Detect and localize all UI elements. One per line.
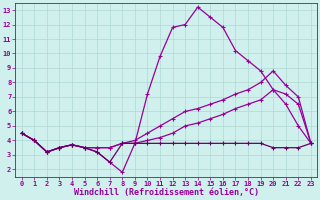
X-axis label: Windchill (Refroidissement éolien,°C): Windchill (Refroidissement éolien,°C) [74, 188, 259, 197]
